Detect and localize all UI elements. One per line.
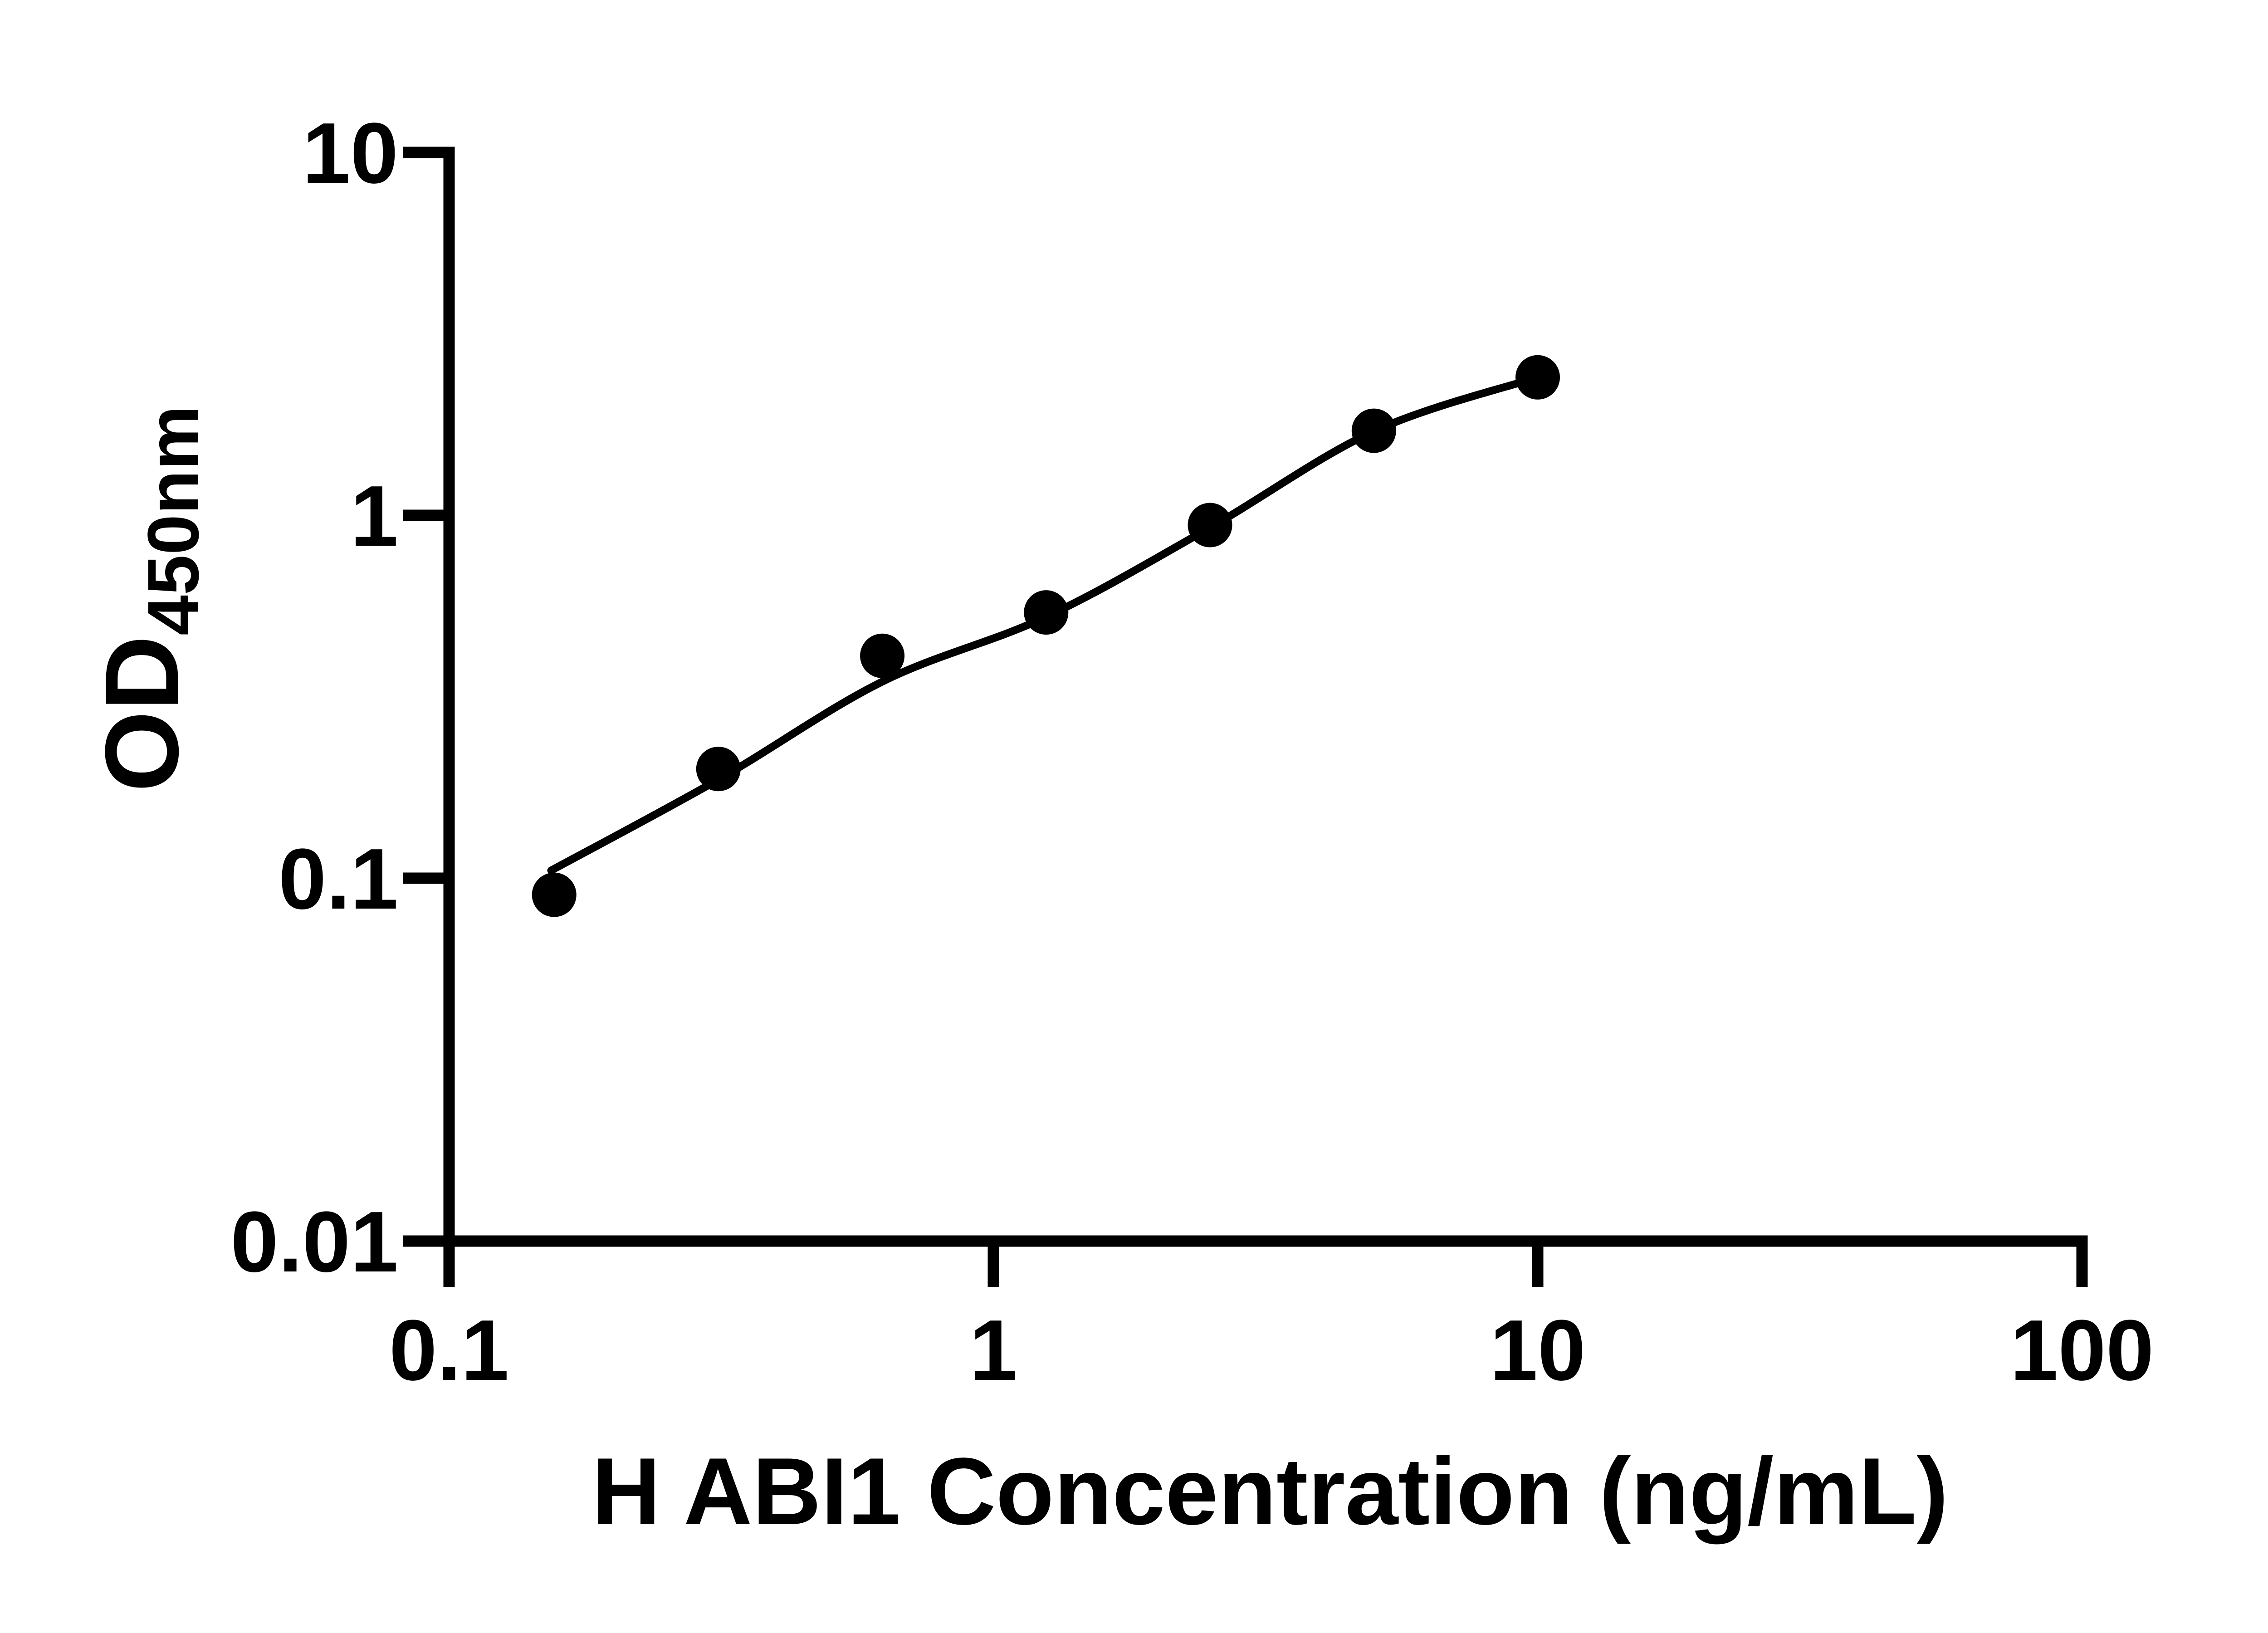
y-axis-title-subscript: 450nm (132, 406, 214, 636)
x-tick-labels: 0.1 1 10 100 (389, 1302, 2154, 1398)
data-point-marker (1515, 355, 1560, 400)
y-tick-label: 1 (350, 468, 398, 564)
y-tick-label: 0.01 (230, 1194, 398, 1290)
data-point-marker (696, 747, 741, 792)
y-axis-title-main: OD (83, 636, 200, 792)
data-points (532, 355, 1560, 917)
x-axis-title: H ABI1 Concentration (ng/mL) (592, 1438, 1948, 1545)
y-ticks (403, 147, 449, 1247)
x-tick-label: 10 (1490, 1302, 1585, 1398)
x-tick-label: 0.1 (389, 1302, 509, 1398)
y-axis-title: OD450nm (83, 406, 214, 792)
x-tick-label: 1 (969, 1302, 1017, 1398)
x-ticks (443, 1241, 2088, 1287)
axes: 10 1 0.1 0.01 0.1 1 10 100 (230, 105, 2154, 1398)
data-point-marker (1351, 408, 1396, 453)
y-tick-labels: 10 1 0.1 0.01 (230, 105, 398, 1290)
data-point-marker (860, 633, 905, 678)
data-point-marker (1024, 590, 1069, 635)
y-tick-label: 0.1 (279, 831, 398, 927)
data-point-marker (1188, 503, 1232, 548)
x-tick-label: 100 (2010, 1302, 2154, 1398)
data-point-marker (532, 872, 577, 917)
y-tick-label: 10 (303, 105, 398, 201)
